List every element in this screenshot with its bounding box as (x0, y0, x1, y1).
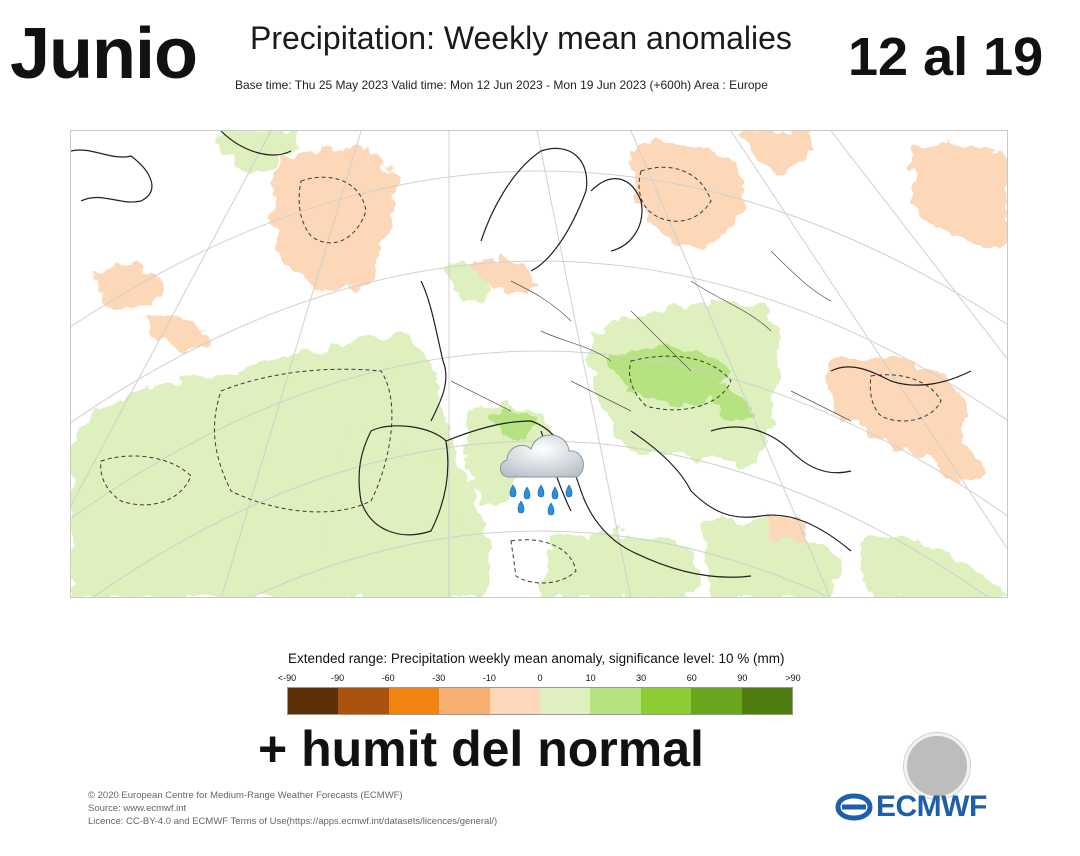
legend-title: Extended range: Precipitation weekly mea… (288, 651, 785, 666)
legend-swatch (439, 688, 490, 714)
legend-swatch (489, 688, 541, 714)
legend-swatch (590, 688, 641, 714)
caption-text: + humit del normal (258, 721, 704, 777)
credits-source: Source: www.ecmwf.int (88, 803, 187, 814)
legend-tick-label: >90 (785, 673, 801, 683)
cloud-with-rain-icon (495, 425, 590, 520)
month-title: Junio (10, 14, 198, 94)
legend-swatch (388, 688, 440, 714)
ecmwf-logo-icon (835, 793, 873, 821)
wet-anomaly-areas (71, 131, 1007, 597)
credits-licence: Licence: CC-BY-4.0 and ECMWF Terms of Us… (88, 816, 498, 827)
date-range-title: 12 al 19 (848, 27, 1044, 87)
legend-tick-label: 10 (585, 673, 596, 683)
legend-swatch (640, 688, 692, 714)
legend-tick-label: -60 (381, 673, 395, 683)
legend-swatch (540, 688, 591, 714)
significance-contours (100, 166, 942, 584)
legend-tick-label: <-90 (277, 673, 297, 683)
legend-tick-label: -90 (331, 673, 345, 683)
graticule-lines (71, 131, 1007, 597)
legend-swatch (691, 688, 742, 714)
credits-copyright: © 2020 European Centre for Medium-Range … (88, 790, 403, 801)
legend-tick-label: 60 (686, 673, 697, 683)
legend-swatch (288, 688, 339, 714)
legend-tick-label: 90 (737, 673, 748, 683)
legend-tick-labels: <-90 -90 -60 -30 -10 0 10 30 60 90 >90 (278, 673, 801, 685)
gray-circle-button[interactable] (904, 733, 970, 799)
legend-tick-label: 30 (636, 673, 647, 683)
map-subtitle: Base time: Thu 25 May 2023 Valid time: M… (235, 78, 768, 92)
ecmwf-logo: ECMWF (834, 790, 987, 824)
map-title: Precipitation: Weekly mean anomalies (250, 20, 792, 56)
europe-precipitation-map (70, 130, 1008, 598)
legend-swatch (741, 688, 793, 714)
legend-tick-label: -10 (482, 673, 496, 683)
dry-anomaly-areas (91, 131, 1007, 543)
legend-swatch (338, 688, 389, 714)
credits: © 2020 European Centre for Medium-Range … (88, 789, 497, 828)
legend-tick-label: 0 (537, 673, 543, 683)
country-borders (450, 250, 852, 422)
legend-color-bar (287, 687, 793, 715)
legend-tick-label: -30 (432, 673, 446, 683)
ecmwf-logo-text: ECMWF (876, 790, 987, 823)
